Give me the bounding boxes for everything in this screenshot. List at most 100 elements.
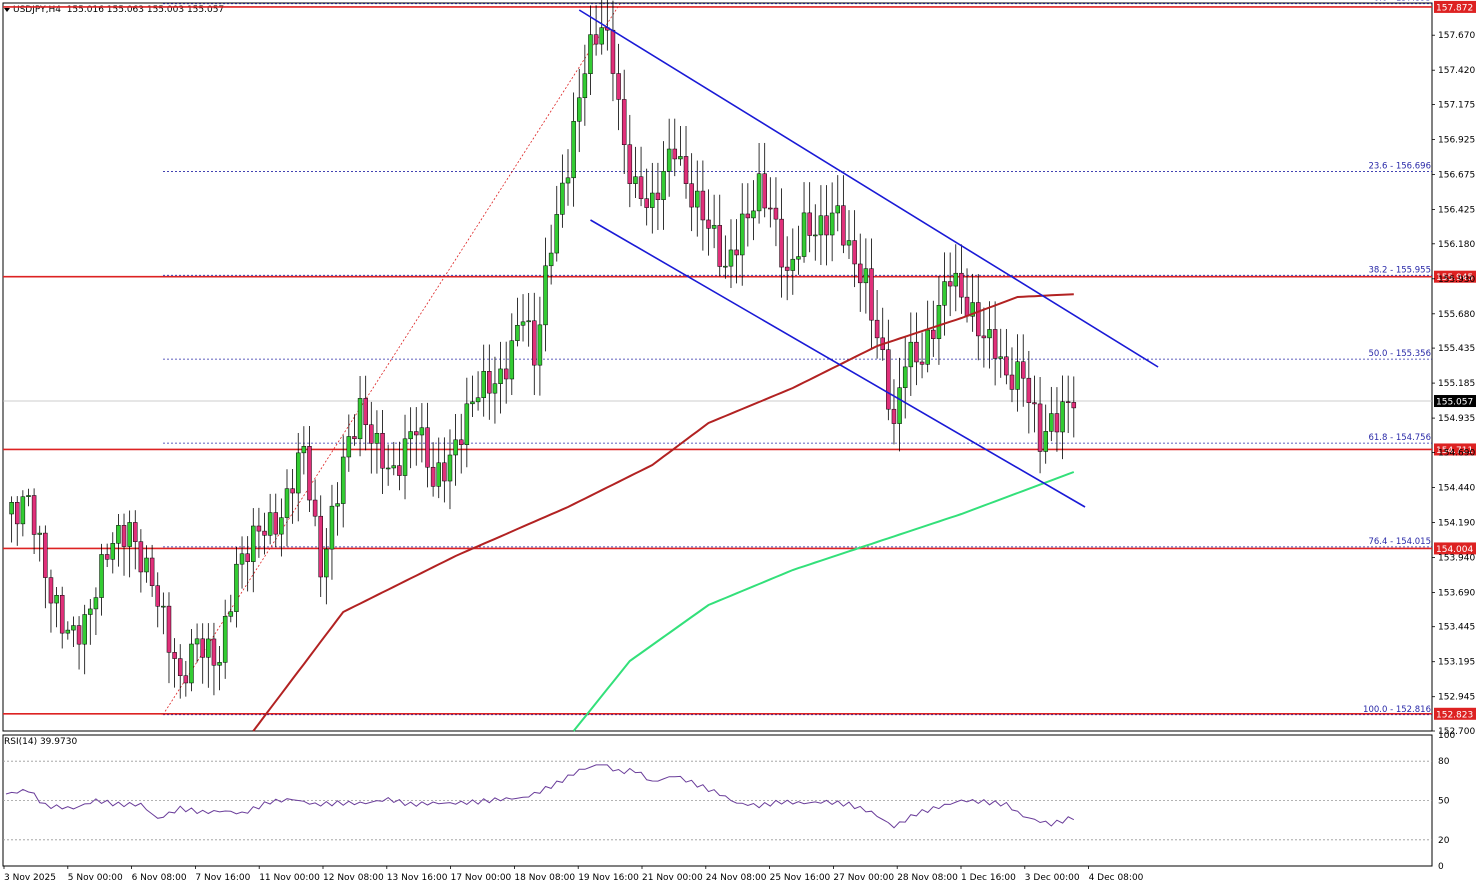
candle-bull [908, 341, 914, 368]
fib-level-label: 76.4 - 154.015 [1368, 537, 1431, 547]
price-tick-label: 154.690 [1438, 448, 1475, 458]
price-tick-label: 155.930 [1438, 275, 1475, 285]
time-tick-label: 28 Nov 08:00 [897, 873, 958, 883]
rsi-axis-label: 80 [1438, 757, 1450, 767]
candle-bull [385, 467, 391, 470]
candle-bear [886, 349, 891, 410]
trendlines [578, 9, 1159, 508]
candle-bear [200, 638, 205, 658]
candle-bull [936, 305, 942, 339]
candle-bear [48, 577, 54, 604]
candle-bull [234, 563, 239, 612]
level-price-tag [1434, 0, 1476, 13]
level-price-label: 157.872 [1436, 3, 1473, 13]
rsi-axis-label: 20 [1438, 836, 1450, 846]
candle-bull [526, 320, 531, 323]
price-tick-label: 154.190 [1438, 518, 1475, 528]
candle-bear [487, 371, 492, 394]
candle-bull [723, 265, 728, 268]
candle-bull [206, 638, 211, 658]
time-tick-label: 1 Dec 16:00 [961, 873, 1016, 883]
candle-bear [312, 499, 318, 517]
candle-bear [976, 302, 981, 337]
candle-bull [796, 256, 801, 260]
moving-averages [252, 293, 1075, 732]
time-tick-label: 18 Nov 08:00 [514, 873, 575, 883]
time-tick-label: 19 Nov 16:00 [578, 873, 639, 883]
price-tick-label: 156.925 [1438, 136, 1475, 146]
candle-bear [307, 446, 312, 501]
candle-bull [481, 371, 486, 398]
trendline-upper-channel [578, 9, 1159, 368]
candle-bear [155, 585, 160, 607]
candle-bull [374, 433, 380, 444]
candle-bear [31, 495, 37, 535]
candle-bear [256, 525, 262, 532]
candle-bull [498, 368, 503, 384]
candle-bull [295, 452, 301, 494]
candle-bull [678, 156, 683, 160]
time-tick-label: 27 Nov 00:00 [833, 873, 894, 883]
candle-bull [942, 281, 947, 306]
candles [9, 0, 1077, 699]
candle-bear [503, 368, 509, 380]
candle-bear [262, 530, 267, 536]
candle-bull [756, 173, 762, 212]
candle-bull [582, 73, 588, 99]
candle-bull [391, 465, 397, 469]
candle-bear [964, 296, 970, 317]
candle-bull [228, 611, 234, 617]
candle-bear [1009, 374, 1015, 390]
candle-bear [121, 525, 127, 547]
price-tick-label: 152.945 [1438, 693, 1475, 703]
candle-bull [661, 171, 666, 200]
time-tick-label: 3 Nov 2025 [4, 873, 56, 883]
candle-bear [1071, 402, 1077, 409]
candle-bull [301, 446, 307, 454]
candle-bear [43, 532, 48, 578]
candle-bear [807, 212, 812, 236]
candle-bull [543, 265, 548, 326]
level-price-tag [1434, 707, 1476, 720]
candle-bear [166, 605, 172, 653]
dropdown-triangle-icon[interactable] [4, 7, 10, 12]
candle-bull [790, 258, 796, 271]
time-tick-label: 11 Nov 00:00 [259, 873, 320, 883]
candle-bull [515, 324, 520, 341]
candle-bull [711, 225, 717, 229]
rsi-pane-border [2, 734, 1433, 867]
candle-bull [537, 324, 543, 366]
rsi-axis-label: 0 [1438, 862, 1444, 872]
candle-bull [436, 462, 441, 487]
candle-bear [397, 465, 402, 476]
current-price-tag [1434, 395, 1476, 408]
candle-bear [852, 240, 857, 265]
chart-frame [2, 2, 1433, 867]
level-price-label: 152.823 [1436, 710, 1473, 720]
level-price-label: 155.945 [1436, 273, 1473, 283]
candle-bull [453, 439, 458, 456]
candle-bull [217, 662, 222, 666]
candle-bear [59, 595, 65, 634]
sma-100-line [252, 293, 1074, 732]
candle-bull [818, 215, 824, 236]
candle-bear [177, 658, 183, 676]
candle-bear [745, 213, 751, 219]
main-pane-border [2, 2, 1433, 732]
candle-bull [548, 252, 554, 267]
candle-bull [897, 387, 902, 424]
candle-bear [700, 190, 706, 221]
candle-bull [116, 525, 121, 544]
price-tick-label: 154.935 [1438, 414, 1475, 424]
candle-bear [458, 439, 464, 445]
candle-bull [509, 340, 515, 380]
candle-bear [891, 408, 897, 424]
candle-bull [650, 192, 655, 208]
candle-bull [1060, 401, 1065, 433]
candle-bear [959, 272, 964, 298]
candle-bull [464, 403, 470, 445]
time-tick-label: 6 Nov 08:00 [132, 873, 187, 883]
candle-bear [779, 218, 784, 268]
candle-bear [273, 512, 279, 535]
